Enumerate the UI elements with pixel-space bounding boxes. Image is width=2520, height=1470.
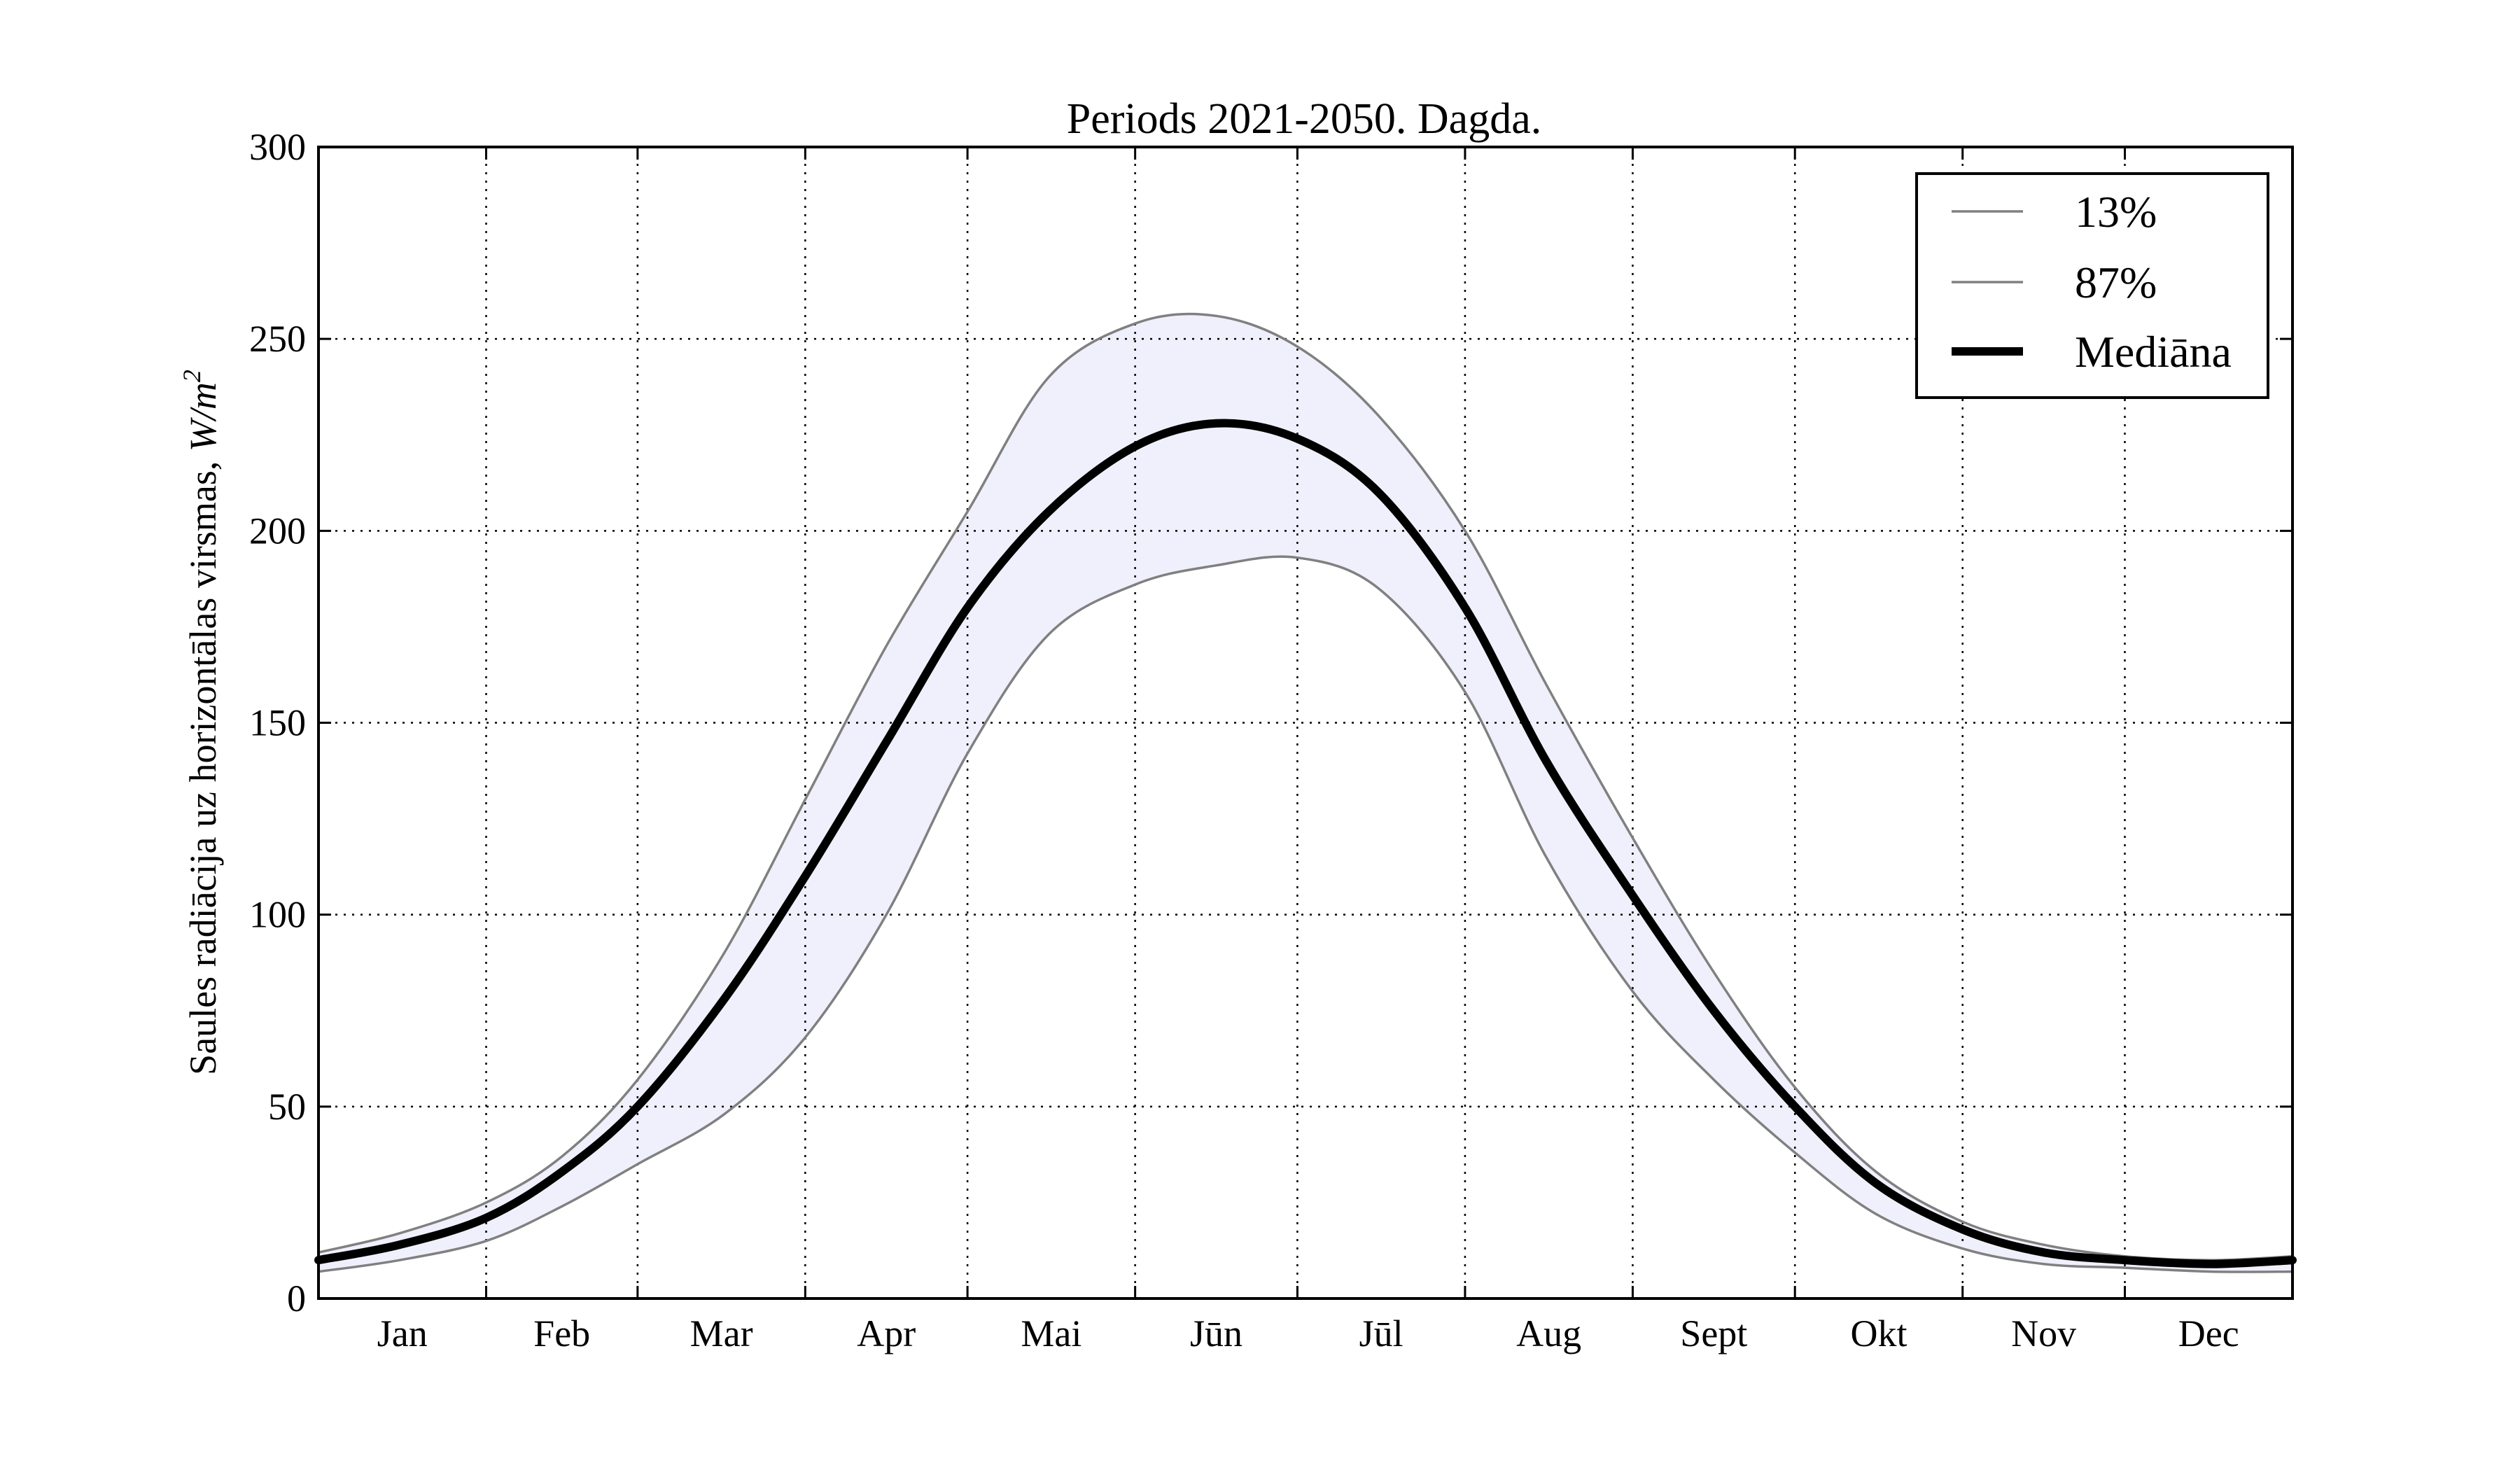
chart-title: Periods 2021-2050. Dagda. [1067, 95, 1541, 143]
y-tick-label-200: 200 [249, 510, 306, 552]
legend-label-87: 87% [2075, 258, 2157, 307]
y-axis-label-unit-exp: 2 [178, 370, 206, 382]
x-tick-label-jūl: Jūl [1359, 1312, 1404, 1354]
legend-label-13: 13% [2075, 187, 2157, 237]
y-tick-label-0: 0 [287, 1278, 306, 1320]
legend-label-median: Mediāna [2075, 327, 2232, 377]
x-tick-label-okt: Okt [1850, 1312, 1907, 1354]
x-tick-label-jūn: Jūn [1190, 1312, 1242, 1354]
series-line-p13 [317, 555, 2294, 1273]
x-tick-labels: Jan Feb Mar Apr Mai Jūn Jūl Aug Sept Okt Nov Dec [377, 1312, 2239, 1354]
x-tick-label-feb: Feb [533, 1312, 590, 1354]
y-tick-label-300: 300 [249, 126, 306, 168]
y-tick-label-100: 100 [249, 894, 306, 936]
series-line-p87 [317, 312, 2294, 1261]
x-tick-label-sept: Sept [1680, 1312, 1747, 1354]
x-tick-label-mar: Mar [690, 1312, 753, 1354]
y-tick-label-50: 50 [268, 1086, 306, 1128]
y-axis-label-main: Saules radiācija uz horizontālas virsmas… [182, 461, 224, 1075]
x-tick-label-dec: Dec [2178, 1312, 2239, 1354]
legend: 13% 87% Mediāna [1915, 172, 2269, 399]
x-tick-label-nov: Nov [2011, 1312, 2076, 1354]
x-tick-label-apr: Apr [857, 1312, 916, 1354]
y-axis-label: Saules radiācija uz horizontālas virsmas… [178, 370, 224, 1075]
series-line-median [314, 419, 2297, 1268]
y-tick-labels: 0 50 100 150 200 250 300 [249, 126, 306, 1320]
y-axis-label-unit: W/m [182, 382, 224, 461]
percentile-band [318, 314, 2292, 1273]
x-tick-label-mai: Mai [1021, 1312, 1082, 1354]
x-tick-label-jan: Jan [377, 1312, 428, 1354]
tick-layer [318, 146, 2292, 1300]
y-tick-label-250: 250 [249, 318, 306, 360]
series-layer [314, 312, 2297, 1273]
x-tick-label-aug: Aug [1516, 1312, 1581, 1354]
band-layer [318, 314, 2292, 1273]
y-tick-label-150: 150 [249, 702, 306, 744]
